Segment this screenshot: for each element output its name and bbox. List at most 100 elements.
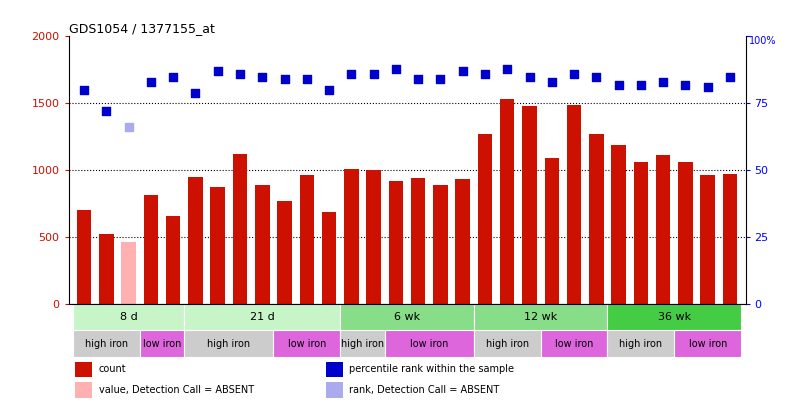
Bar bbox=[166, 215, 181, 304]
Point bbox=[345, 70, 358, 77]
Bar bbox=[656, 156, 671, 304]
Text: GDS1054 / 1377155_at: GDS1054 / 1377155_at bbox=[69, 22, 214, 35]
Point bbox=[523, 73, 536, 80]
Bar bbox=[474, 330, 541, 357]
Bar bbox=[73, 304, 185, 330]
Point bbox=[278, 76, 291, 83]
Point bbox=[724, 73, 737, 80]
Point bbox=[234, 70, 247, 77]
Text: 12 wk: 12 wk bbox=[524, 312, 557, 322]
Bar bbox=[567, 104, 581, 304]
Point bbox=[679, 81, 692, 88]
Point bbox=[434, 76, 447, 83]
Bar bbox=[185, 304, 340, 330]
Text: 6 wk: 6 wk bbox=[394, 312, 420, 322]
Point bbox=[634, 81, 647, 88]
Point bbox=[657, 79, 670, 85]
Bar bbox=[326, 362, 343, 377]
Bar bbox=[388, 181, 403, 304]
Bar bbox=[608, 304, 741, 330]
Bar bbox=[210, 188, 225, 304]
Bar bbox=[122, 242, 136, 304]
Point bbox=[412, 76, 425, 83]
Bar bbox=[367, 170, 381, 304]
Bar bbox=[541, 330, 608, 357]
Bar bbox=[675, 330, 741, 357]
Bar bbox=[433, 185, 447, 304]
Bar bbox=[322, 211, 336, 304]
Bar bbox=[589, 134, 604, 304]
Bar bbox=[75, 362, 92, 377]
Bar bbox=[478, 134, 492, 304]
Bar bbox=[455, 179, 470, 304]
Point bbox=[211, 68, 224, 75]
Text: 21 d: 21 d bbox=[250, 312, 275, 322]
Point bbox=[701, 84, 714, 90]
Bar bbox=[189, 177, 202, 304]
Bar bbox=[411, 178, 426, 304]
Point bbox=[613, 81, 625, 88]
Bar bbox=[277, 201, 292, 304]
Bar bbox=[612, 145, 625, 304]
Bar bbox=[723, 174, 737, 304]
Text: count: count bbox=[99, 364, 127, 375]
Point bbox=[456, 68, 469, 75]
Text: percentile rank within the sample: percentile rank within the sample bbox=[350, 364, 514, 375]
Text: value, Detection Call = ABSENT: value, Detection Call = ABSENT bbox=[99, 385, 254, 395]
Point bbox=[546, 79, 559, 85]
Bar bbox=[340, 330, 384, 357]
Point bbox=[301, 76, 314, 83]
Text: rank, Detection Call = ABSENT: rank, Detection Call = ABSENT bbox=[350, 385, 500, 395]
Bar bbox=[340, 304, 474, 330]
Point bbox=[144, 79, 157, 85]
Point bbox=[389, 65, 402, 72]
Bar bbox=[545, 158, 559, 304]
Bar bbox=[143, 196, 158, 304]
Bar bbox=[300, 175, 314, 304]
Text: high iron: high iron bbox=[619, 339, 663, 349]
Text: low iron: low iron bbox=[555, 339, 593, 349]
Point bbox=[167, 73, 180, 80]
Text: low iron: low iron bbox=[288, 339, 326, 349]
Point bbox=[77, 87, 90, 93]
Point bbox=[479, 70, 492, 77]
Bar bbox=[139, 330, 185, 357]
Text: high iron: high iron bbox=[85, 339, 128, 349]
Point bbox=[100, 108, 113, 115]
Bar bbox=[608, 330, 675, 357]
Bar bbox=[75, 382, 92, 398]
Point bbox=[256, 73, 268, 80]
Bar bbox=[273, 330, 340, 357]
Text: high iron: high iron bbox=[207, 339, 251, 349]
Text: 36 wk: 36 wk bbox=[658, 312, 691, 322]
Bar bbox=[634, 162, 648, 304]
Bar bbox=[700, 175, 715, 304]
Text: low iron: low iron bbox=[688, 339, 727, 349]
Text: low iron: low iron bbox=[143, 339, 181, 349]
Bar bbox=[233, 154, 247, 304]
Text: high iron: high iron bbox=[341, 339, 384, 349]
Point bbox=[590, 73, 603, 80]
Point bbox=[189, 90, 202, 96]
Bar bbox=[255, 185, 269, 304]
Bar bbox=[326, 382, 343, 398]
Bar bbox=[500, 99, 514, 304]
Text: 8 d: 8 d bbox=[120, 312, 138, 322]
Bar bbox=[77, 210, 91, 304]
Point bbox=[501, 65, 513, 72]
Bar bbox=[73, 330, 139, 357]
Point bbox=[368, 70, 380, 77]
Point bbox=[123, 124, 135, 130]
Bar bbox=[99, 234, 114, 304]
Text: low iron: low iron bbox=[410, 339, 448, 349]
Point bbox=[567, 70, 580, 77]
Text: 100%: 100% bbox=[749, 36, 776, 47]
Bar bbox=[185, 330, 273, 357]
Bar bbox=[344, 169, 359, 304]
Text: high iron: high iron bbox=[486, 339, 529, 349]
Bar bbox=[384, 330, 474, 357]
Bar bbox=[678, 162, 692, 304]
Bar bbox=[522, 106, 537, 304]
Bar bbox=[474, 304, 608, 330]
Point bbox=[322, 87, 335, 93]
